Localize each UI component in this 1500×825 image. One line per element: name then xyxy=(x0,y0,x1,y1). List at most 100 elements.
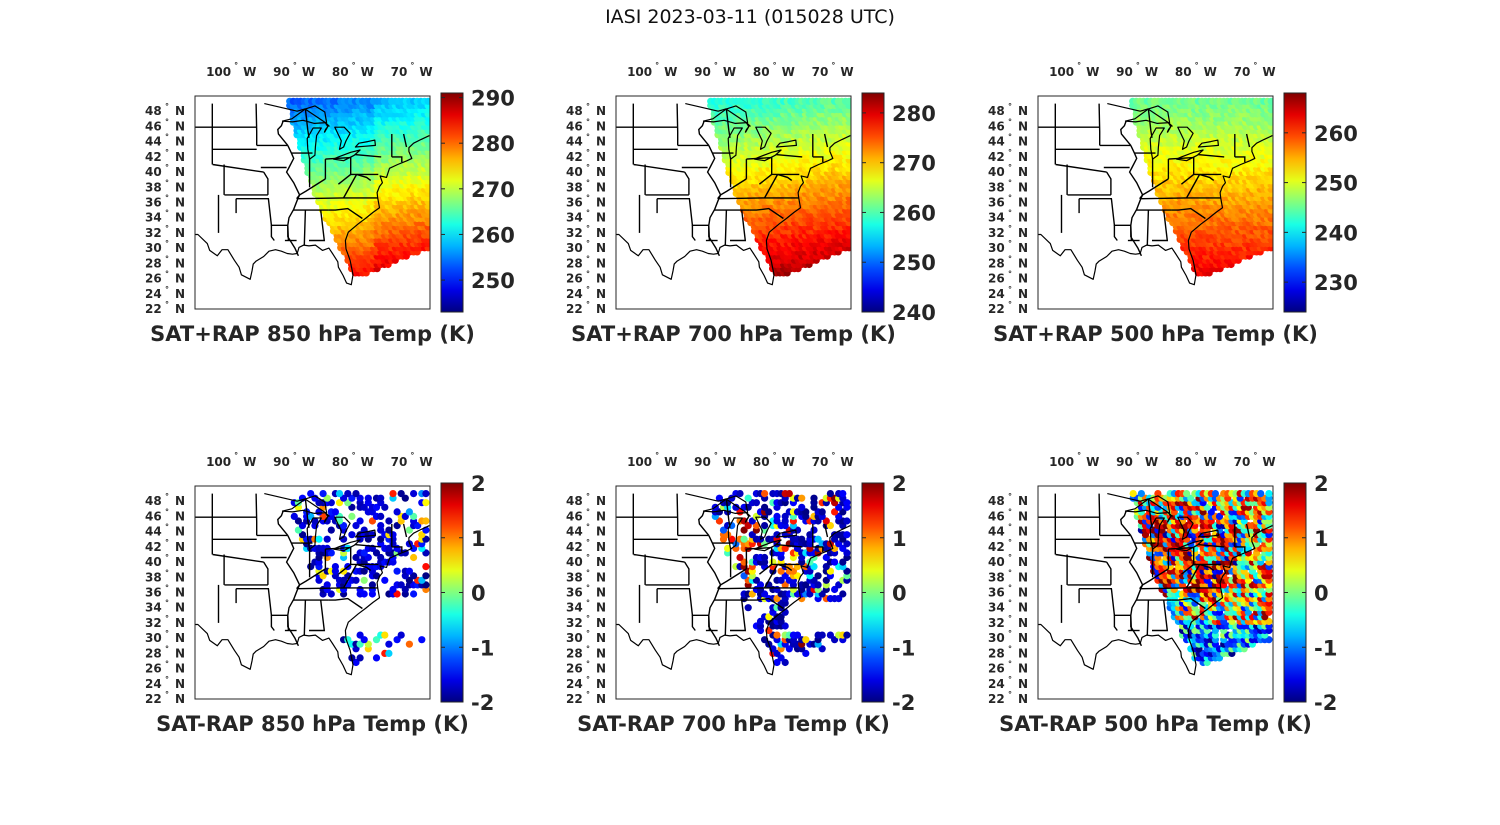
svg-text:N: N xyxy=(1018,241,1028,255)
colorbar-tick-label: 240 xyxy=(892,301,936,325)
svg-text:N: N xyxy=(1018,302,1028,316)
svg-text:46: 46 xyxy=(145,509,162,523)
colorbar-tick-label: 0 xyxy=(892,582,907,606)
svg-text:46: 46 xyxy=(145,119,162,133)
svg-text:N: N xyxy=(175,631,185,645)
state-border xyxy=(749,597,784,610)
lat-tick-label: 38 ° N xyxy=(566,568,606,584)
state-border xyxy=(1152,600,1169,632)
svg-text:°: ° xyxy=(586,194,590,203)
state-border xyxy=(309,600,326,632)
lat-tick-label: 22 ° N xyxy=(988,690,1028,706)
great-lake xyxy=(754,149,782,162)
lat-tick-label: 46 ° N xyxy=(145,117,185,133)
panel-title: SAT-RAP 500 hPa Temp (K) xyxy=(999,712,1312,736)
map-frame xyxy=(194,485,431,700)
colorbar-tick-label: 1 xyxy=(892,527,907,551)
svg-text:36: 36 xyxy=(145,196,162,210)
great-lake xyxy=(334,516,351,540)
svg-text:°: ° xyxy=(165,254,169,263)
state-border xyxy=(297,197,378,200)
svg-text:°: ° xyxy=(165,660,169,669)
great-lake xyxy=(702,105,749,124)
lon-tick-label: 80 ° W xyxy=(1175,61,1217,79)
svg-text:100: 100 xyxy=(206,65,231,79)
lat-tick-label: 48 ° N xyxy=(145,102,185,118)
state-border xyxy=(1166,512,1172,523)
svg-text:38: 38 xyxy=(988,180,1005,194)
colorbar-tick-label: 250 xyxy=(471,269,515,293)
svg-text:N: N xyxy=(1018,256,1028,270)
great-lake xyxy=(333,149,361,162)
state-border xyxy=(1098,103,1101,146)
svg-text:28: 28 xyxy=(988,256,1005,270)
state-border xyxy=(1146,600,1150,636)
svg-text:N: N xyxy=(596,226,606,240)
great-lake xyxy=(1177,126,1194,150)
lat-tick-label: 38 ° N xyxy=(988,568,1028,584)
lat-tick-label: 40 ° N xyxy=(566,553,606,569)
lat-tick-label: 42 ° N xyxy=(566,538,606,554)
state-border xyxy=(1168,156,1194,160)
state-border xyxy=(309,210,326,242)
lat-tick-label: 30 ° N xyxy=(988,239,1028,255)
lon-tick-label: 70 ° W xyxy=(391,61,433,79)
svg-text:W: W xyxy=(664,65,677,79)
svg-text:W: W xyxy=(782,65,795,79)
svg-text:N: N xyxy=(175,119,185,133)
lat-tick-label: 42 ° N xyxy=(145,538,185,554)
lat-tick-label: 30 ° N xyxy=(566,629,606,645)
svg-text:N: N xyxy=(175,586,185,600)
colorbar-tick-label: 270 xyxy=(471,178,515,202)
svg-text:44: 44 xyxy=(566,135,583,149)
svg-text:28: 28 xyxy=(566,256,583,270)
colorbar-tick-label: 250 xyxy=(1314,172,1358,196)
map-frame xyxy=(194,95,431,310)
state-border xyxy=(325,156,351,160)
lat-tick-label: 42 ° N xyxy=(566,148,606,164)
colorbar-tick-label: 290 xyxy=(471,87,515,111)
state-border xyxy=(775,153,803,158)
svg-text:100: 100 xyxy=(206,455,231,469)
state-border xyxy=(730,210,747,242)
svg-text:32: 32 xyxy=(988,226,1005,240)
map-frame xyxy=(1037,485,1274,700)
svg-text:°: ° xyxy=(586,270,590,279)
coastline xyxy=(1038,135,1273,286)
state-border xyxy=(725,108,731,138)
svg-text:°: ° xyxy=(586,117,590,126)
svg-text:36: 36 xyxy=(566,196,583,210)
svg-text:30: 30 xyxy=(566,241,583,255)
state-border xyxy=(718,587,799,590)
state-border xyxy=(706,145,722,257)
svg-text:44: 44 xyxy=(145,135,162,149)
svg-text:100: 100 xyxy=(1049,65,1074,79)
svg-text:46: 46 xyxy=(988,119,1005,133)
svg-text:32: 32 xyxy=(145,616,162,630)
lon-tick-label: 90 ° W xyxy=(1116,451,1158,469)
colorbar-tick-label: 280 xyxy=(892,102,936,126)
svg-text:90: 90 xyxy=(273,65,290,79)
state-border xyxy=(676,493,679,536)
state-border xyxy=(758,563,773,575)
svg-text:24: 24 xyxy=(145,677,162,691)
great-lake xyxy=(775,529,797,538)
svg-text:°: ° xyxy=(586,285,590,294)
svg-text:48: 48 xyxy=(566,104,583,118)
svg-text:°: ° xyxy=(165,178,169,187)
state-border xyxy=(749,207,784,220)
colorbar-tick-label: 0 xyxy=(1314,582,1329,606)
lat-tick-label: 38 ° N xyxy=(145,178,185,194)
svg-text:36: 36 xyxy=(988,196,1005,210)
state-border xyxy=(724,210,728,246)
coastline xyxy=(616,135,851,286)
svg-text:°: ° xyxy=(586,178,590,187)
state-border xyxy=(255,103,258,146)
svg-text:W: W xyxy=(1204,65,1217,79)
svg-text:°: ° xyxy=(165,492,169,501)
lat-tick-label: 46 ° N xyxy=(566,507,606,523)
state-border xyxy=(328,207,363,220)
state-border xyxy=(1147,108,1153,138)
colorbar xyxy=(861,92,885,313)
svg-text:°: ° xyxy=(165,629,169,638)
